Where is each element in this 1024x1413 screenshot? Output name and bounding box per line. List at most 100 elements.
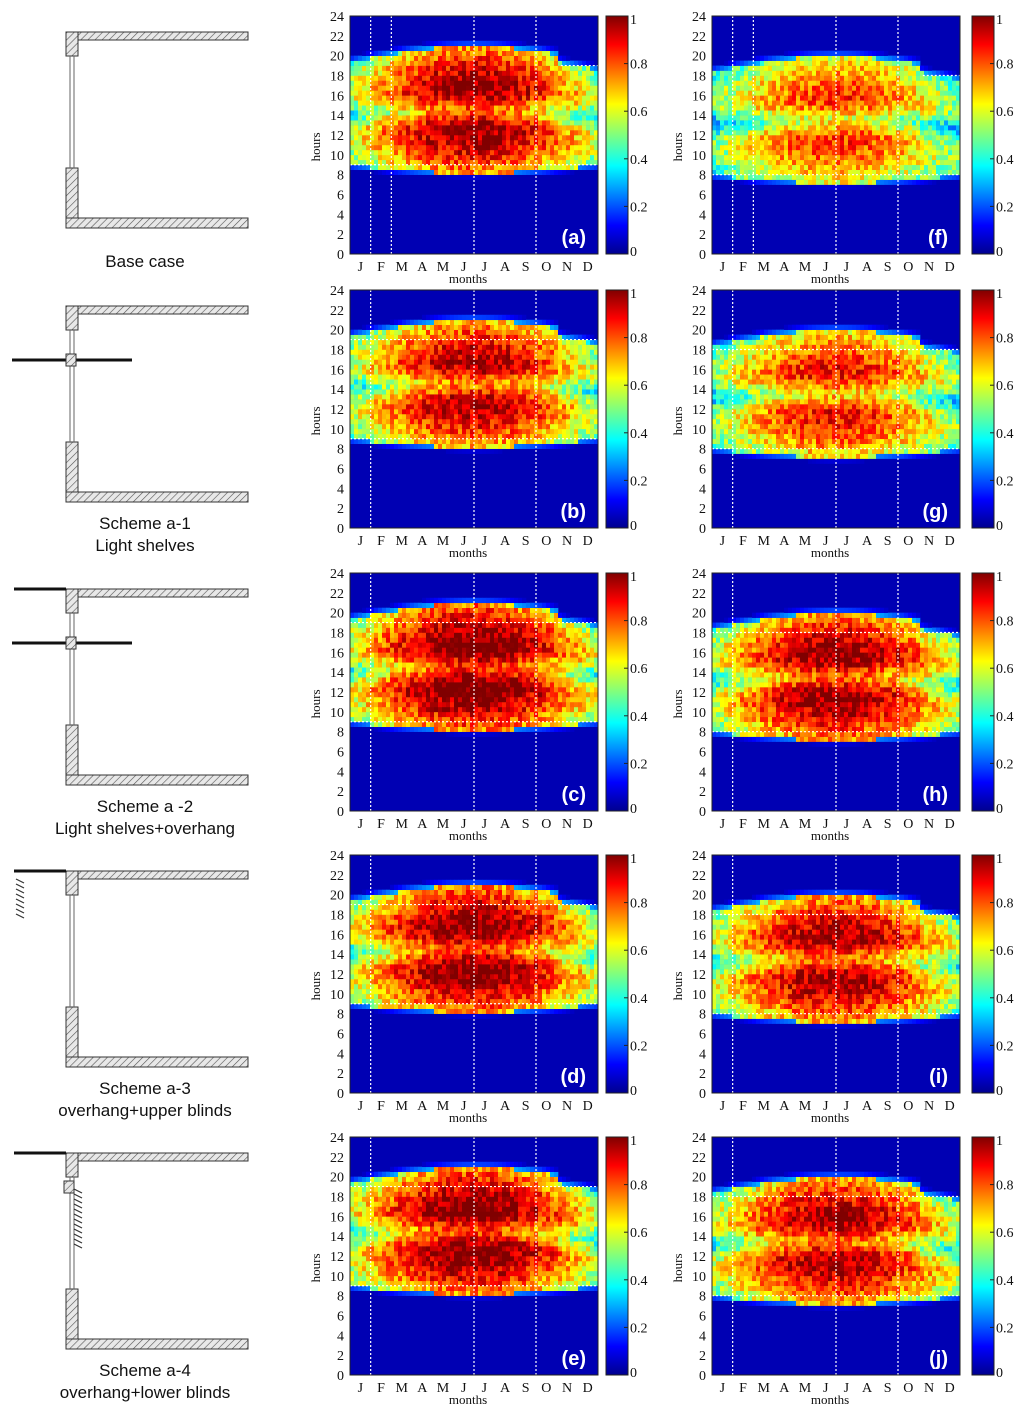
heat-cell [394,65,399,71]
heat-cell [562,389,567,395]
heat-cell [434,622,439,628]
heat-cell [398,617,403,623]
heat-cell [446,364,451,370]
heat-cell [590,354,595,360]
heat-cell [514,602,519,609]
heat-cell [474,716,479,723]
heat-cell [350,80,355,86]
heat-cell [394,711,399,718]
heat-cell [350,617,355,623]
heat-cell [490,314,495,321]
heat-cell [594,135,599,141]
heat-cell [462,149,467,156]
heat-cell [370,642,375,648]
heat-cell [486,428,491,435]
heat-cell [494,711,499,718]
x-tick-label: N [562,534,572,549]
heat-cell [406,433,411,440]
heat-cell [558,612,563,618]
heat-cell [574,105,579,111]
heat-cell [422,602,427,609]
heat-cell [458,369,463,375]
heat-cell [414,399,419,405]
heat-cell [590,85,595,91]
heat-cell [454,612,459,618]
heat-cell [398,399,403,405]
heat-cell [398,135,403,141]
heat-cell [410,90,415,96]
heat-cell [470,90,475,96]
heat-cell [462,50,467,56]
heat-cell [378,115,383,121]
heat-cell [382,139,387,146]
heat-cell [482,404,487,410]
heat-cell [494,354,499,360]
heat-cell [586,60,591,66]
heat-cell [566,95,571,101]
heat-cell [450,394,455,400]
heat-cell [478,50,483,56]
heat-cell [538,339,543,345]
heat-cell [574,384,579,390]
heat-cell [422,413,427,420]
heat-cell [550,50,555,56]
heat-cell [394,677,399,683]
heat-cell [590,682,595,688]
heat-cell [550,154,555,161]
heat-cell [378,711,383,718]
heat-cell [462,726,467,732]
heat-cell [430,139,435,146]
heat-cell [482,637,487,643]
heat-cell [366,90,371,96]
heat-cell [562,642,567,648]
heat-cell [438,627,443,633]
heat-cell [590,125,595,131]
heat-cell [466,135,471,141]
heat-cell [410,662,415,668]
heat-cell [398,433,403,440]
heat-cell [454,135,459,141]
heat-cell [450,164,455,171]
heat-cell [590,154,595,161]
heat-cell [506,711,511,718]
heat-cell [454,125,459,131]
heat-cell [442,627,447,633]
heat-cell [470,154,475,161]
heat-cell [402,706,407,713]
heat-cell [542,110,547,116]
heat-cell [490,612,495,618]
heat-cell [554,100,559,106]
heat-cell [546,662,551,668]
scheme-label-a2-line-1: Light shelves+overhang [55,819,235,838]
heat-cell [422,409,427,415]
heat-cell [522,95,527,101]
heat-cell [570,627,575,633]
heat-cell [354,374,359,380]
heat-cell [490,334,495,340]
y-tick-label: 0 [337,522,344,537]
heat-cell [454,344,459,350]
heat-cell [550,706,555,713]
heat-cell [410,637,415,643]
heat-cell [522,100,527,106]
heat-cell [426,677,431,683]
heat-cell [374,159,379,166]
heat-cell [362,404,367,410]
heat-cell [366,349,371,355]
heat-cell [350,939,355,945]
heat-cell [438,139,443,146]
heat-cell [542,692,547,698]
heat-cell [362,334,367,340]
heat-cell [426,164,431,171]
heat-cell [526,394,531,400]
heat-cell [458,443,463,449]
heat-cell [386,389,391,395]
heat-cell [418,135,423,141]
heat-cell [486,711,491,718]
heat-cell [582,667,587,673]
heat-cell [458,85,463,91]
heat-cell [562,667,567,673]
heat-cell [470,448,475,454]
heat-cell [406,696,411,703]
